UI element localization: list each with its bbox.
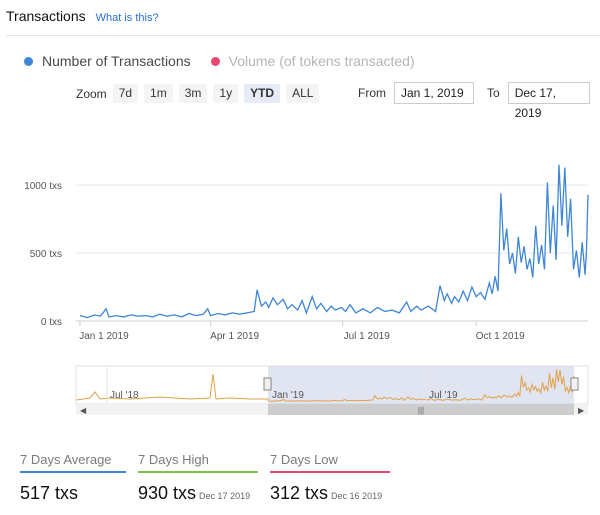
to-date-input[interactable]: Dec 17, 2019 [507,82,590,120]
scroll-left-arrow[interactable]: ◀ [80,406,87,415]
navigator-label: Jan '19 [272,390,304,401]
chart-legend: Number of Transactions Volume (of tokens… [24,53,435,69]
y-tick-label: 0 txs [41,317,62,328]
scrollbar-grip-icon: ||| [418,406,424,415]
navigator-line [75,369,575,402]
legend-dot-transactions [24,56,33,66]
zoom-button-3m[interactable]: 3m [178,84,208,103]
stat-high-value: 930 txs [138,483,197,503]
from-date-group: From Jan 1, 2019 [358,82,474,104]
header-divider [6,35,600,36]
stat-high: 7 Days High 930 txs Dec 17 2019 [138,452,258,504]
stat-average-label: 7 Days Average [20,452,126,473]
stat-average-value-row: 517 txs [20,483,126,504]
stat-low-label: 7 Days Low [270,452,390,473]
zoom-button-1y[interactable]: 1y [213,84,239,103]
scrollbar-thumb[interactable] [268,404,574,415]
zoom-button-1m[interactable]: 1m [144,84,173,103]
scroll-right-arrow[interactable]: ▶ [578,406,585,415]
zoom-label: Zoom [76,86,107,101]
navigator-handle-right[interactable] [570,377,579,391]
chart-header: Transactions What is this? [6,8,159,24]
legend-label-transactions: Number of Transactions [42,53,191,69]
zoom-button-7d[interactable]: 7d [112,84,139,103]
from-date-input[interactable]: Jan 1, 2019 [394,82,474,104]
stat-average: 7 Days Average 517 txs [20,452,126,504]
help-link[interactable]: What is this? [95,12,159,24]
navigator-label: Jul '18 [110,390,139,401]
stat-high-date: Dec 17 2019 [199,491,251,501]
legend-item-transactions[interactable]: Number of Transactions [24,53,191,69]
legend-dot-volume [210,56,220,66]
from-label: From [358,86,386,100]
x-tick-label: Jan 1 2019 [79,331,129,342]
y-tick-label: 1000 txs [24,181,62,192]
zoom-selector: Zoom 7d 1m 3m 1y YTD ALL [76,84,325,103]
navigator-frame [75,365,589,405]
zoom-button-all[interactable]: ALL [286,84,320,103]
stat-average-value: 517 txs [20,483,79,503]
x-tick-label: Oct 1 2019 [476,331,525,342]
stat-low-value-row: 312 txs Dec 16 2019 [270,483,390,504]
x-tick-label: Apr 1 2019 [210,331,259,342]
stat-low-date: Dec 16 2019 [331,491,383,501]
stats-row: 7 Days Average 517 txs 7 Days High 930 t… [20,452,600,504]
scrollbar-track[interactable] [76,404,588,415]
to-label: To [487,86,500,100]
legend-item-volume[interactable]: Volume (of tokens transacted) [210,53,415,69]
x-tick-label: Jul 1 2019 [344,331,391,342]
y-tick-label: 500 txs [30,249,62,260]
stat-low: 7 Days Low 312 txs Dec 16 2019 [270,452,390,504]
zoom-button-ytd[interactable]: YTD [244,84,281,103]
navigator-label: Jul '19 [429,390,458,401]
legend-label-volume: Volume (of tokens transacted) [228,53,415,69]
stat-low-value: 312 txs [270,483,329,503]
navigator-mask[interactable] [268,366,574,404]
navigator-handle-left[interactable] [263,377,272,391]
series-line-transactions [79,164,589,319]
page-title: Transactions [6,8,86,24]
stat-high-value-row: 930 txs Dec 17 2019 [138,483,258,504]
stat-high-label: 7 Days High [138,452,258,473]
to-date-group: To Dec 17, 2019 [487,82,590,120]
